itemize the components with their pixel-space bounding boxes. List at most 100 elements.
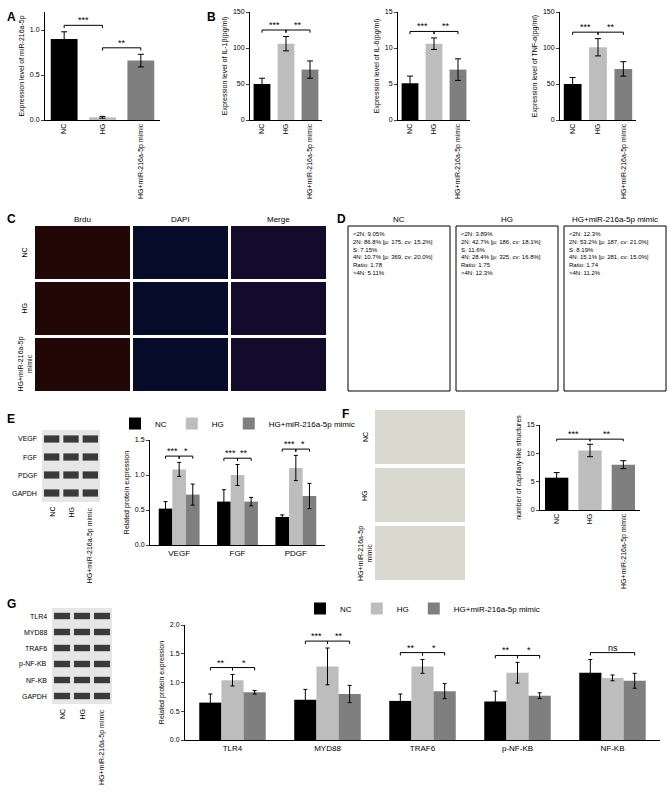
svg-text:100: 100 xyxy=(233,44,245,51)
svg-text:1.0: 1.0 xyxy=(135,471,145,478)
svg-text:MYD88: MYD88 xyxy=(314,744,341,753)
svg-text:***: *** xyxy=(417,21,428,31)
svg-text:NC: NC xyxy=(59,709,66,719)
svg-text:p-NF-KB: p-NF-KB xyxy=(19,660,47,668)
svg-text:**: ** xyxy=(335,631,343,641)
svg-text:1.5: 1.5 xyxy=(170,650,180,657)
svg-text:HG+miR-216a-5p mimic: HG+miR-216a-5p mimic xyxy=(454,605,540,614)
svg-text:***: *** xyxy=(225,448,236,458)
svg-text:HG: HG xyxy=(79,709,86,720)
svg-text:1.5: 1.5 xyxy=(135,436,145,443)
svg-text:10: 10 xyxy=(527,450,535,457)
svg-text:**: ** xyxy=(603,429,611,439)
svg-text:number of capillary-like struc: number of capillary-like structures xyxy=(515,415,523,520)
svg-text:TLR4: TLR4 xyxy=(30,613,47,620)
svg-text:<2N: 3.89%2N: 42.7% [µ: 186, c: <2N: 3.89%2N: 42.7% [µ: 186, cv: 18.1%]S… xyxy=(461,231,541,276)
svg-text:NC: NC xyxy=(553,514,560,524)
svg-text:Expression level of miR-216a-5: Expression level of miR-216a-5p xyxy=(18,15,26,116)
svg-text:HG+miR-216a-5p mimic: HG+miR-216a-5p mimic xyxy=(620,513,628,589)
svg-text:NC: NC xyxy=(393,215,405,224)
svg-text:***: *** xyxy=(78,15,89,25)
svg-text:TLR4: TLR4 xyxy=(223,744,243,753)
svg-text:PDGF: PDGF xyxy=(285,549,307,558)
svg-text:FGF: FGF xyxy=(230,549,246,558)
svg-text:HG: HG xyxy=(430,124,437,135)
svg-text:***: *** xyxy=(167,446,178,456)
svg-text:0: 0 xyxy=(531,506,535,513)
svg-text:100: 100 xyxy=(543,44,555,51)
svg-text:MYD88: MYD88 xyxy=(24,629,47,636)
svg-text:Related protein expression: Related protein expression xyxy=(158,641,166,724)
svg-text:NC: NC xyxy=(49,507,56,517)
svg-text:G: G xyxy=(7,597,16,611)
svg-text:TRAF6: TRAF6 xyxy=(410,744,436,753)
svg-text:<2N: 12.3%2N: 53.2% [µ: 187, c: <2N: 12.3%2N: 53.2% [µ: 187, cv: 21.0%]S… xyxy=(569,231,649,276)
svg-text:p-NF-KB: p-NF-KB xyxy=(502,744,533,753)
svg-text:15: 15 xyxy=(385,8,393,15)
svg-text:**: ** xyxy=(502,645,510,655)
svg-text:HG+miR-216a-5pmimic: HG+miR-216a-5pmimic xyxy=(17,336,33,391)
svg-text:**: ** xyxy=(407,643,415,653)
svg-text:Expression level of IL-1β(pg/m: Expression level of IL-1β(pg/ml) xyxy=(221,17,229,116)
svg-text:Brdu: Brdu xyxy=(74,215,91,224)
svg-text:HG: HG xyxy=(21,303,28,314)
svg-text:A: A xyxy=(7,10,16,24)
svg-text:0: 0 xyxy=(241,116,245,123)
svg-text:NC: NC xyxy=(60,124,67,134)
svg-text:5: 5 xyxy=(389,80,393,87)
svg-text:HG: HG xyxy=(594,124,601,135)
svg-text:FGF: FGF xyxy=(23,454,37,461)
svg-text:0.0: 0.0 xyxy=(30,116,40,123)
svg-text:PDGF: PDGF xyxy=(18,472,37,479)
svg-text:Expression level of IL-6(pg/ml: Expression level of IL-6(pg/ml) xyxy=(373,19,381,114)
svg-text:NC: NC xyxy=(406,124,413,134)
svg-text:*: * xyxy=(242,658,246,668)
svg-text:HG: HG xyxy=(397,605,409,614)
svg-text:0.0: 0.0 xyxy=(170,736,180,743)
svg-text:HG: HG xyxy=(586,514,593,525)
svg-text:HG+miR-216a-5p mimic: HG+miR-216a-5p mimic xyxy=(98,709,106,785)
svg-text:HG+miR-216a-5p mimic: HG+miR-216a-5p mimic xyxy=(620,123,628,199)
svg-text:NC: NC xyxy=(155,420,167,429)
svg-text:HG: HG xyxy=(361,491,368,502)
svg-text:HG+miR-216a-5pmimic: HG+miR-216a-5pmimic xyxy=(357,526,373,581)
svg-text:HG+miR-216a-5p mimic: HG+miR-216a-5p mimic xyxy=(269,420,355,429)
svg-text:HG+miR-216a-5p mimic: HG+miR-216a-5p mimic xyxy=(572,215,658,224)
svg-text:ns: ns xyxy=(608,643,618,653)
svg-text:GAPDH: GAPDH xyxy=(12,490,37,497)
svg-text:F: F xyxy=(342,407,349,421)
svg-text:TRAF6: TRAF6 xyxy=(25,645,47,652)
svg-text:HG: HG xyxy=(212,420,224,429)
svg-text:0: 0 xyxy=(389,116,393,123)
svg-text:2.0: 2.0 xyxy=(170,621,180,628)
svg-text:HG: HG xyxy=(501,215,513,224)
svg-text:***: *** xyxy=(311,631,322,641)
svg-text:*: * xyxy=(432,643,436,653)
svg-text:0.0: 0.0 xyxy=(135,541,145,548)
svg-text:*: * xyxy=(184,446,188,456)
svg-text:DAPI: DAPI xyxy=(171,215,190,224)
svg-text:VEGF: VEGF xyxy=(168,549,190,558)
svg-text:**: ** xyxy=(607,22,615,32)
svg-text:HG+miR-216a-5p mimic: HG+miR-216a-5p mimic xyxy=(454,123,462,199)
svg-text:1.0: 1.0 xyxy=(30,26,40,33)
svg-text:***: *** xyxy=(269,20,280,30)
svg-text:*: * xyxy=(527,645,531,655)
svg-text:150: 150 xyxy=(233,8,245,15)
svg-text:NF-KB: NF-KB xyxy=(26,677,47,684)
svg-text:HG: HG xyxy=(68,507,75,518)
svg-text:NC: NC xyxy=(21,247,28,257)
svg-text:HG+miR-216a-5p mimic: HG+miR-216a-5p mimic xyxy=(86,508,94,584)
svg-text:Merge: Merge xyxy=(267,215,290,224)
svg-text:HG: HG xyxy=(99,124,106,135)
svg-text:Related protein expression: Related protein expression xyxy=(123,451,131,534)
svg-text:1.0: 1.0 xyxy=(170,679,180,686)
svg-text:NC: NC xyxy=(569,124,576,134)
svg-text:VEGF: VEGF xyxy=(18,435,37,442)
svg-text:0.5: 0.5 xyxy=(170,708,180,715)
svg-text:Expression level of TNF-α(pg/m: Expression level of TNF-α(pg/ml) xyxy=(531,15,539,117)
svg-text:HG+miR-216a-5p mimic: HG+miR-216a-5p mimic xyxy=(306,123,314,199)
svg-text:NF-KB: NF-KB xyxy=(601,744,625,753)
svg-text:NC: NC xyxy=(340,605,352,614)
svg-text:C: C xyxy=(7,212,16,226)
